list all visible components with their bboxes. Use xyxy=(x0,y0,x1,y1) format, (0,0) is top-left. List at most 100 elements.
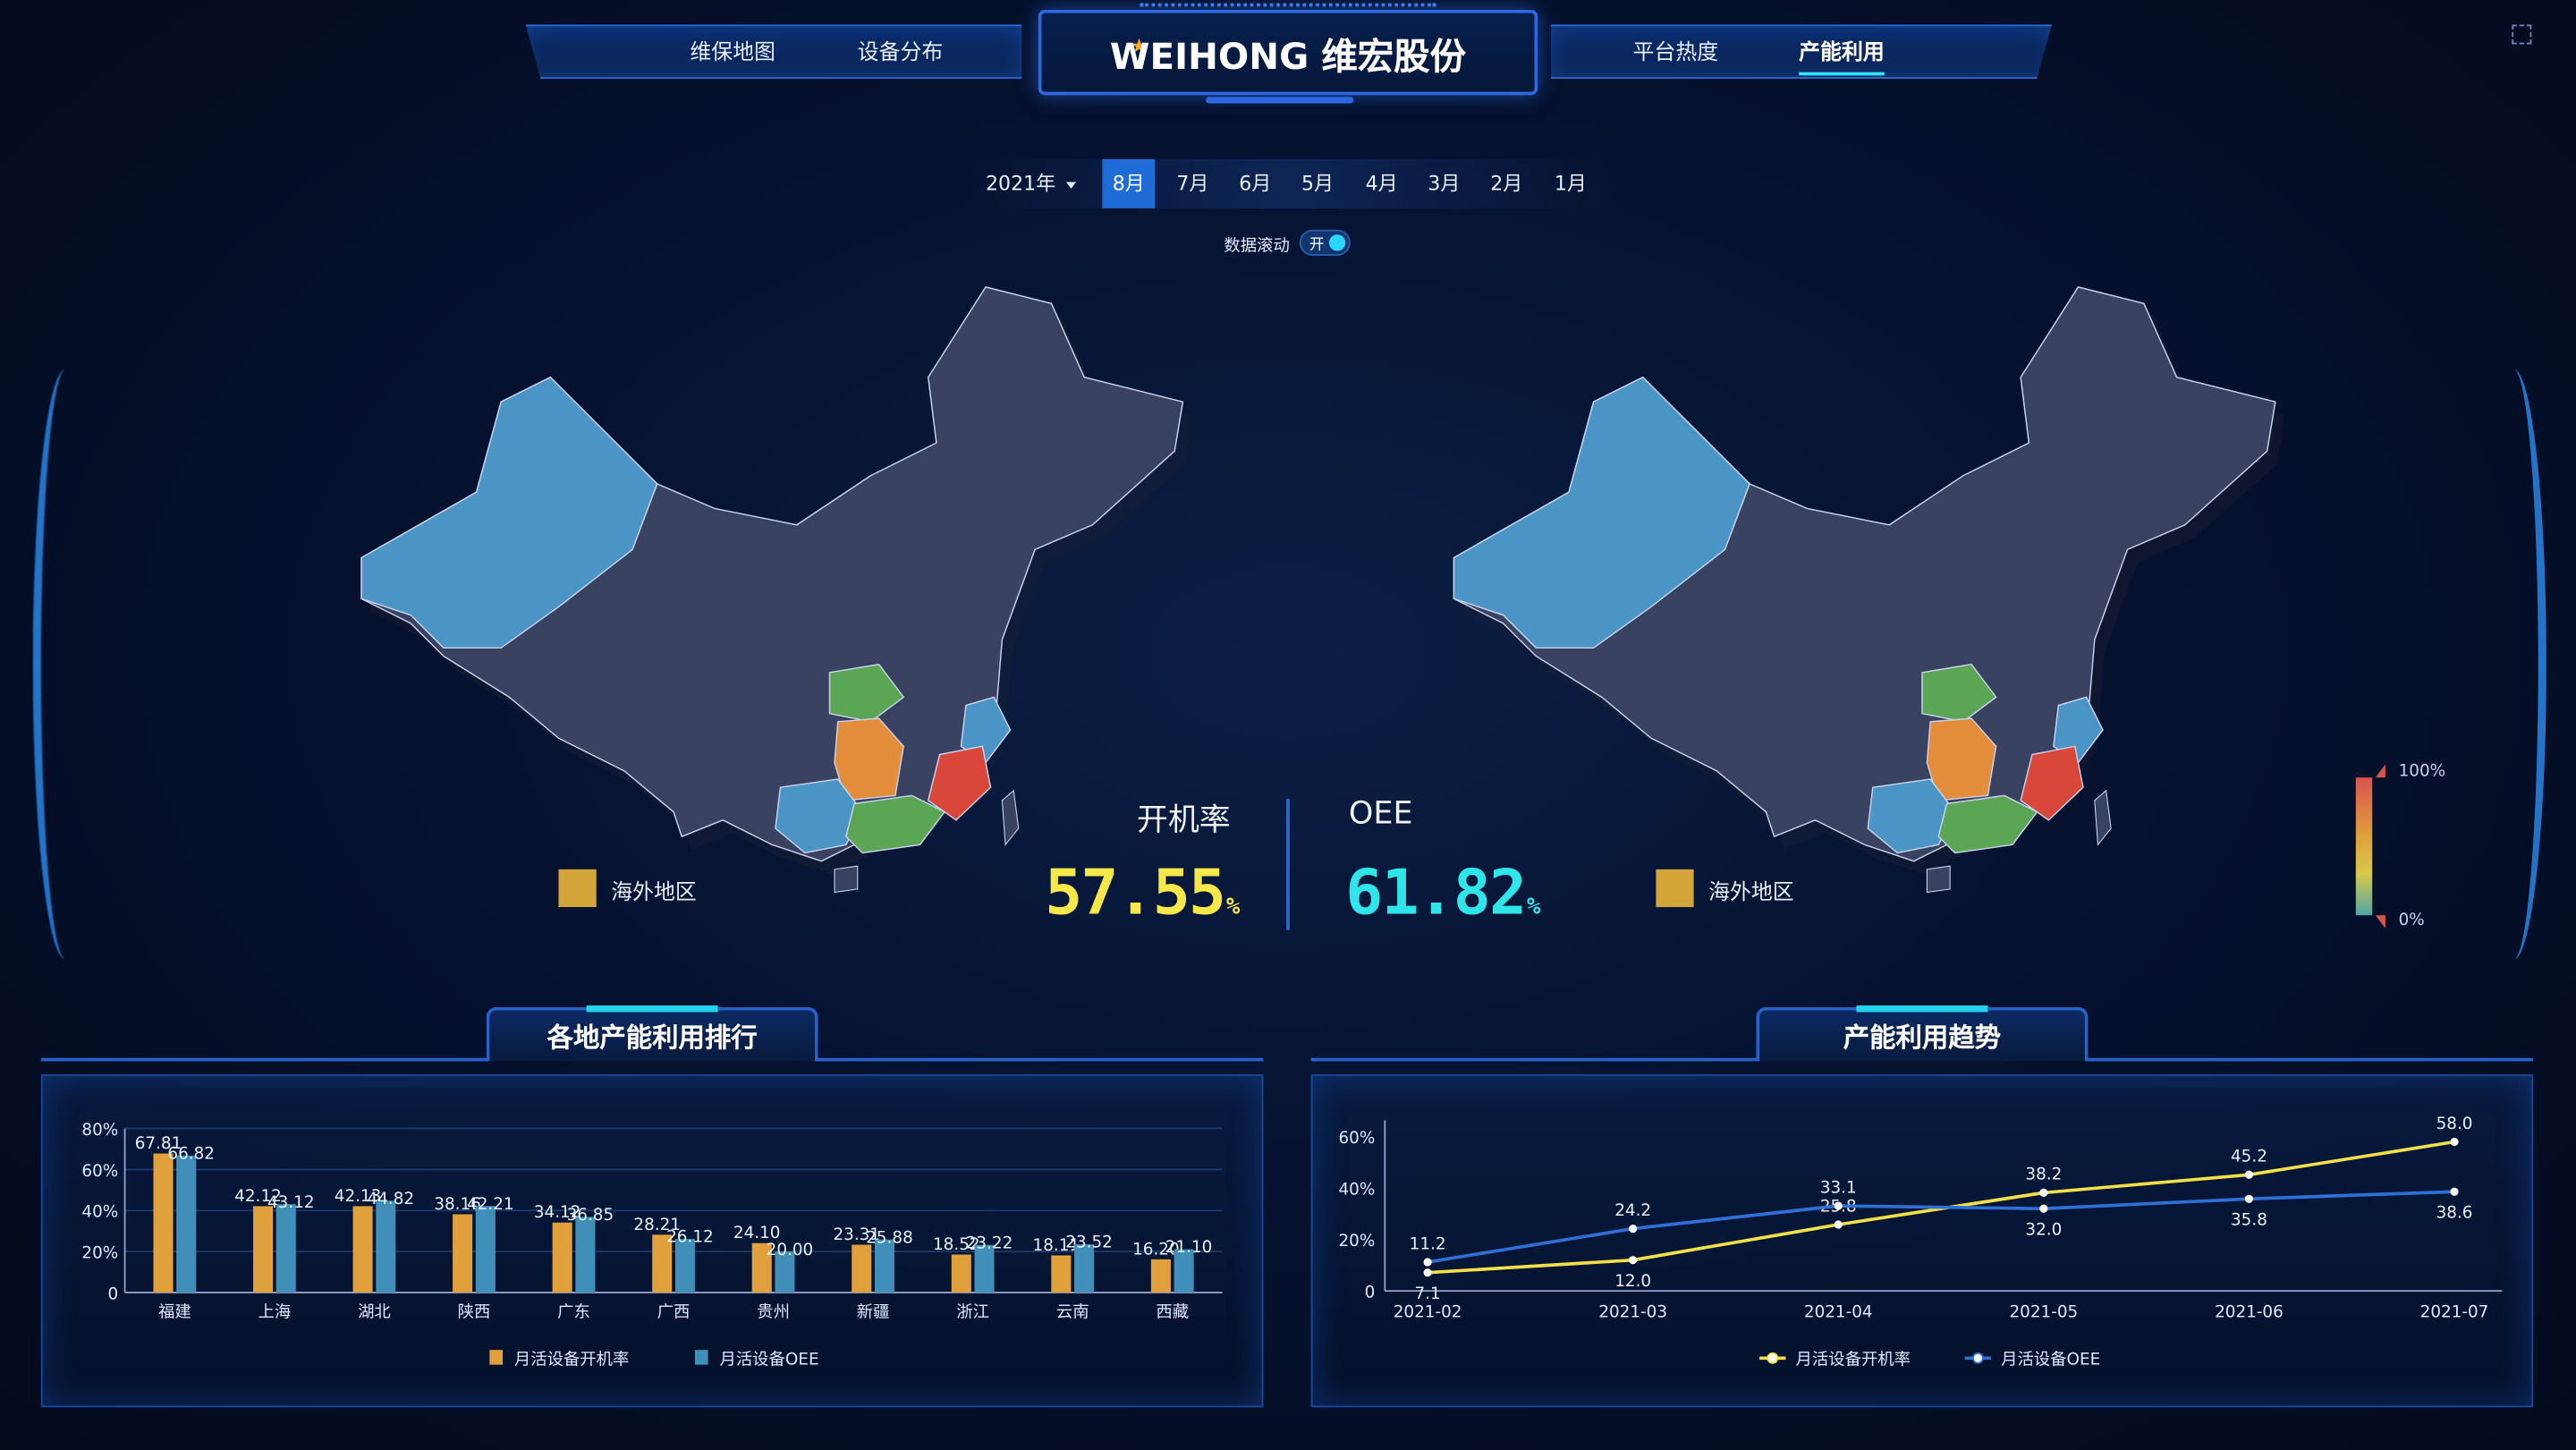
nav-capacity-utilization[interactable]: 产能利用 xyxy=(1799,26,1885,79)
month-tab[interactable]: 1月 xyxy=(1554,172,1587,196)
data-scroll-toggle[interactable]: 开 xyxy=(1299,229,1351,257)
logo-en: WEIHONG xyxy=(1109,38,1309,80)
bar-oee xyxy=(1074,1244,1095,1293)
oee-label: OEE xyxy=(1348,795,1413,832)
x-tick-label: 上海 xyxy=(258,1302,292,1321)
x-tick-label: 2021-07 xyxy=(2420,1302,2489,1321)
bar-uptime xyxy=(253,1206,274,1293)
china-map-uptime[interactable] xyxy=(345,279,1191,919)
x-tick-label: 2021-03 xyxy=(1598,1302,1667,1321)
nav-platform-heat[interactable]: 平台热度 xyxy=(1632,40,1719,66)
ranking-panel-title: 各地产能利用排行 xyxy=(486,1005,818,1062)
oee-number: 61.82 xyxy=(1345,856,1527,929)
year-select[interactable]: 2021年 xyxy=(986,159,1076,208)
x-tick-label: 2021-05 xyxy=(2009,1302,2078,1321)
nav-device-distribution[interactable]: 设备分布 xyxy=(857,40,944,66)
bar-value-label: 34.12 xyxy=(534,1203,581,1222)
data-point xyxy=(1834,1220,1843,1229)
bar-oee xyxy=(575,1217,596,1293)
month-tab[interactable]: 7月 xyxy=(1176,172,1209,196)
x-tick-label: 湖北 xyxy=(358,1302,391,1321)
ranking-panel: 0 20% 40% 60% 80% 67.81 66.82 福建 42.12 43.12 上海 42.… xyxy=(40,1074,1264,1408)
bar-oee xyxy=(674,1239,695,1293)
month-tab[interactable]: 2月 xyxy=(1490,172,1523,196)
uptime-label: 开机率 xyxy=(1136,801,1231,839)
region-zhejiang[interactable] xyxy=(960,696,1012,764)
region-hainan[interactable] xyxy=(834,865,859,894)
region-hunan[interactable] xyxy=(834,717,904,801)
region-hunan[interactable] xyxy=(1926,717,1997,801)
region-taiwan[interactable] xyxy=(1001,789,1020,846)
legend-label: 月活设备OEE xyxy=(719,1351,818,1369)
bar-value-label: 36.85 xyxy=(567,1206,614,1225)
month-tab[interactable]: 3月 xyxy=(1428,172,1461,196)
y-tick-label: 0 xyxy=(1365,1283,1376,1302)
bar-uptime xyxy=(352,1206,373,1293)
data-point xyxy=(2039,1204,2048,1213)
panel-header-line xyxy=(1310,1057,1758,1062)
logo-cn: 维宏股份 xyxy=(1321,38,1467,80)
bar-oee xyxy=(275,1204,296,1293)
region-guangxi[interactable] xyxy=(775,778,864,854)
y-tick-label: 0 xyxy=(108,1285,119,1303)
bar-value-label: 38.16 xyxy=(434,1195,481,1214)
data-point xyxy=(1423,1268,1432,1277)
nav-maintenance-map[interactable]: 维保地图 xyxy=(690,40,775,66)
legend-swatch xyxy=(694,1350,708,1365)
month-tab[interactable]: 8月 xyxy=(1102,158,1156,208)
x-tick-label: 陕西 xyxy=(458,1302,491,1321)
data-label: 32.0 xyxy=(2025,1221,2062,1240)
region-hubei[interactable] xyxy=(828,663,905,723)
bar-value-label: 66.82 xyxy=(167,1144,215,1163)
region-fujian[interactable] xyxy=(2020,745,2084,821)
data-point xyxy=(2450,1137,2459,1147)
fullscreen-icon[interactable] xyxy=(2512,24,2532,45)
overseas-legend-swatch xyxy=(558,869,597,908)
region-zhejiang[interactable] xyxy=(2053,696,2104,764)
trend-line-chart[interactable]: 0 20% 40% 60% 2021-02 2021-03 2021-04 2021-05 20… xyxy=(1313,1076,2532,1406)
bar-value-label: 23.52 xyxy=(1065,1234,1113,1252)
month-tab[interactable]: 4月 xyxy=(1365,172,1398,196)
bar-oee xyxy=(376,1200,396,1293)
bar-value-label: 16.20 xyxy=(1132,1240,1180,1259)
decor-arc-left xyxy=(32,369,98,960)
china-map-oee[interactable] xyxy=(1437,279,2284,919)
data-point xyxy=(2450,1187,2459,1196)
region-hubei[interactable] xyxy=(1921,663,1997,723)
x-tick-label: 2021-04 xyxy=(1804,1302,1873,1321)
region-hainan[interactable] xyxy=(1926,865,1951,894)
bar-value-label: 43.12 xyxy=(267,1193,315,1212)
oee-value: 61.82% xyxy=(1345,856,1540,929)
year-value: 2021年 xyxy=(986,172,1056,196)
bar-value-label: 28.21 xyxy=(633,1216,681,1234)
month-tab[interactable]: 6月 xyxy=(1239,172,1272,196)
region-guangdong[interactable] xyxy=(1937,794,2038,854)
data-label: 33.1 xyxy=(1820,1178,1857,1197)
nav-right-bar: 平台热度 产能利用 xyxy=(1550,24,2053,80)
region-guangdong[interactable] xyxy=(845,794,946,854)
color-scale-bar[interactable] xyxy=(2355,777,2373,916)
bar-value-label: 21.10 xyxy=(1165,1238,1213,1257)
data-point xyxy=(1629,1225,1638,1234)
region-guangxi[interactable] xyxy=(1867,778,1956,854)
bar-value-label: 20.00 xyxy=(767,1241,814,1259)
bar-value-label: 23.22 xyxy=(966,1234,1013,1252)
bar-uptime xyxy=(153,1153,174,1293)
bar-oee xyxy=(874,1239,894,1293)
y-tick-label: 40% xyxy=(1339,1181,1376,1200)
month-tab[interactable]: 5月 xyxy=(1301,172,1335,196)
bar-value-label: 42.13 xyxy=(335,1187,382,1206)
region-fujian[interactable] xyxy=(927,745,992,821)
bar-oee xyxy=(1174,1249,1194,1293)
region-xinjiang[interactable] xyxy=(1453,376,1750,649)
bar-value-label: 18.52 xyxy=(933,1235,980,1254)
panel-header-line xyxy=(816,1057,1264,1062)
region-taiwan[interactable] xyxy=(2094,789,2112,846)
scale-max-label: 100% xyxy=(2398,762,2446,781)
x-tick-label: 2021-02 xyxy=(1394,1302,1462,1321)
region-xinjiang[interactable] xyxy=(360,376,658,649)
caret-down-icon xyxy=(1065,181,1076,188)
bar-oee xyxy=(176,1155,197,1293)
brand-logo: ★ WEIHONG 维宏股份 xyxy=(1038,3,1538,104)
